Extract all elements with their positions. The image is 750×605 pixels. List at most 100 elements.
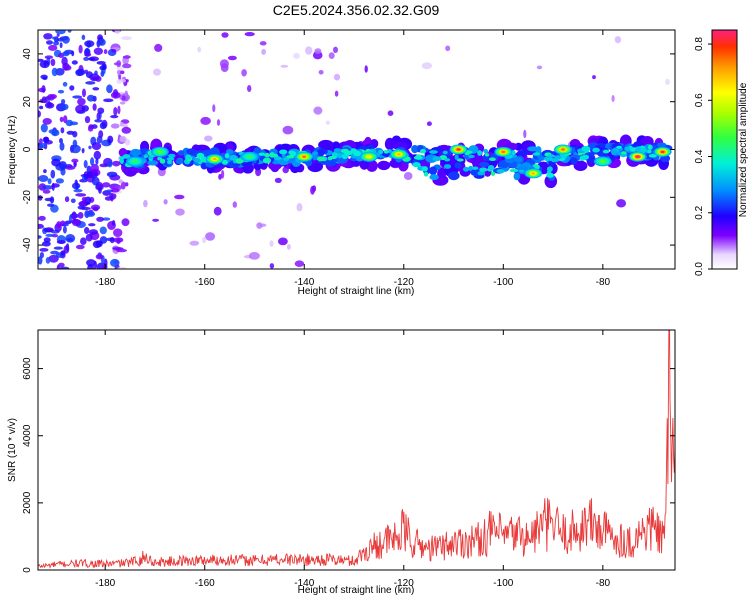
band-blob <box>350 148 357 154</box>
snr-x-tick-label: -100 <box>493 578 513 589</box>
band-blob <box>462 166 470 172</box>
band-blob <box>253 147 262 154</box>
band-blob <box>359 159 370 170</box>
band-blob <box>611 149 618 156</box>
band-blob <box>429 166 438 176</box>
noise-blob <box>122 63 132 69</box>
band-blob <box>383 149 389 154</box>
noise-blob <box>200 116 211 125</box>
band-blob <box>265 152 270 158</box>
noise-blob <box>204 135 213 142</box>
noise-blob <box>122 55 131 59</box>
band-blob <box>647 144 653 150</box>
band-blob <box>317 148 325 157</box>
band-blob <box>624 146 630 152</box>
band-blob <box>477 150 483 156</box>
noise-blob <box>70 144 81 154</box>
band-blob <box>513 172 521 181</box>
noise-blob <box>48 44 58 51</box>
noise-blob <box>124 90 128 97</box>
band-blob <box>279 149 288 155</box>
band-blob <box>647 149 652 154</box>
noise-blob <box>174 194 185 200</box>
band-peak <box>212 157 217 161</box>
noise-blob <box>77 212 84 219</box>
noise-blob <box>282 125 294 135</box>
band-blob <box>317 156 325 162</box>
noise-blob <box>93 47 103 55</box>
noise-blob <box>421 62 432 70</box>
noise-blob <box>39 60 50 69</box>
band-blob <box>377 160 391 171</box>
colorbar-frame <box>711 29 738 270</box>
spectrogram-y-ticks: -40 -20 0 20 40 <box>22 48 675 252</box>
noise-blob <box>71 214 78 219</box>
band-blob <box>312 151 319 156</box>
noise-blob <box>64 165 76 170</box>
noise-blob <box>55 178 64 184</box>
noise-blob <box>90 157 95 166</box>
noise-blob <box>83 171 89 180</box>
band-blob <box>258 152 266 156</box>
noise-blob <box>111 220 116 226</box>
noise-blob <box>51 158 61 167</box>
noise-blob <box>592 75 596 80</box>
noise-blob <box>118 179 123 184</box>
band-blob <box>527 146 539 152</box>
band-blob <box>489 157 496 161</box>
noise-blob <box>38 223 44 229</box>
noise-blob <box>69 85 75 91</box>
noise-blob <box>259 41 267 46</box>
band-blob <box>510 168 515 172</box>
band-blob <box>479 167 488 172</box>
band-blob <box>336 152 344 159</box>
band-blob <box>209 147 220 157</box>
noise-blob <box>286 244 291 250</box>
band-blob <box>421 166 428 172</box>
spectrogram-x-ticks: -180 -160 -140 -120 -100 -80 <box>95 30 611 288</box>
noise-blob <box>364 65 368 73</box>
band-blob <box>468 154 475 159</box>
noise-blob <box>112 160 121 167</box>
band-blob <box>147 160 159 166</box>
noise-blob <box>63 245 70 254</box>
noise-blob <box>314 48 322 54</box>
band-blob <box>532 152 541 156</box>
band-peak <box>561 148 565 151</box>
noise-blob <box>218 173 222 180</box>
noise-blob <box>38 235 42 239</box>
noise-blob <box>59 142 65 151</box>
band-blob <box>592 147 600 153</box>
band-blob <box>166 157 175 161</box>
band-blob <box>341 153 349 160</box>
noise-blob <box>665 78 670 85</box>
band-peak <box>133 160 137 163</box>
noise-blob <box>113 237 124 243</box>
noise-blob <box>65 234 76 243</box>
band-blob <box>581 154 590 160</box>
band-peak <box>247 155 252 158</box>
noise-blob <box>118 74 122 81</box>
noise-blob <box>334 90 339 97</box>
noise-blob <box>45 257 51 264</box>
noise-blob <box>212 104 216 113</box>
band-peak <box>456 148 461 151</box>
noise-blob <box>102 217 111 221</box>
noise-blob <box>611 95 615 102</box>
noise-blob <box>99 65 107 71</box>
snr-y-ticks: 0 2000 4000 6000 <box>22 357 675 573</box>
band-blob <box>429 174 439 181</box>
noise-blob <box>202 236 207 244</box>
noise-blob <box>55 68 65 76</box>
band-blob <box>543 157 551 161</box>
band-blob <box>442 150 448 155</box>
noise-blob <box>46 40 53 45</box>
noise-blob <box>61 99 66 105</box>
noise-blob <box>523 129 527 139</box>
noise-blob <box>92 103 97 111</box>
noise-blob <box>48 254 59 263</box>
noise-blob <box>39 142 47 149</box>
band-blob <box>122 154 131 159</box>
colorbar-tick-label: 0.0 <box>694 262 705 276</box>
noise-blob <box>110 194 114 202</box>
